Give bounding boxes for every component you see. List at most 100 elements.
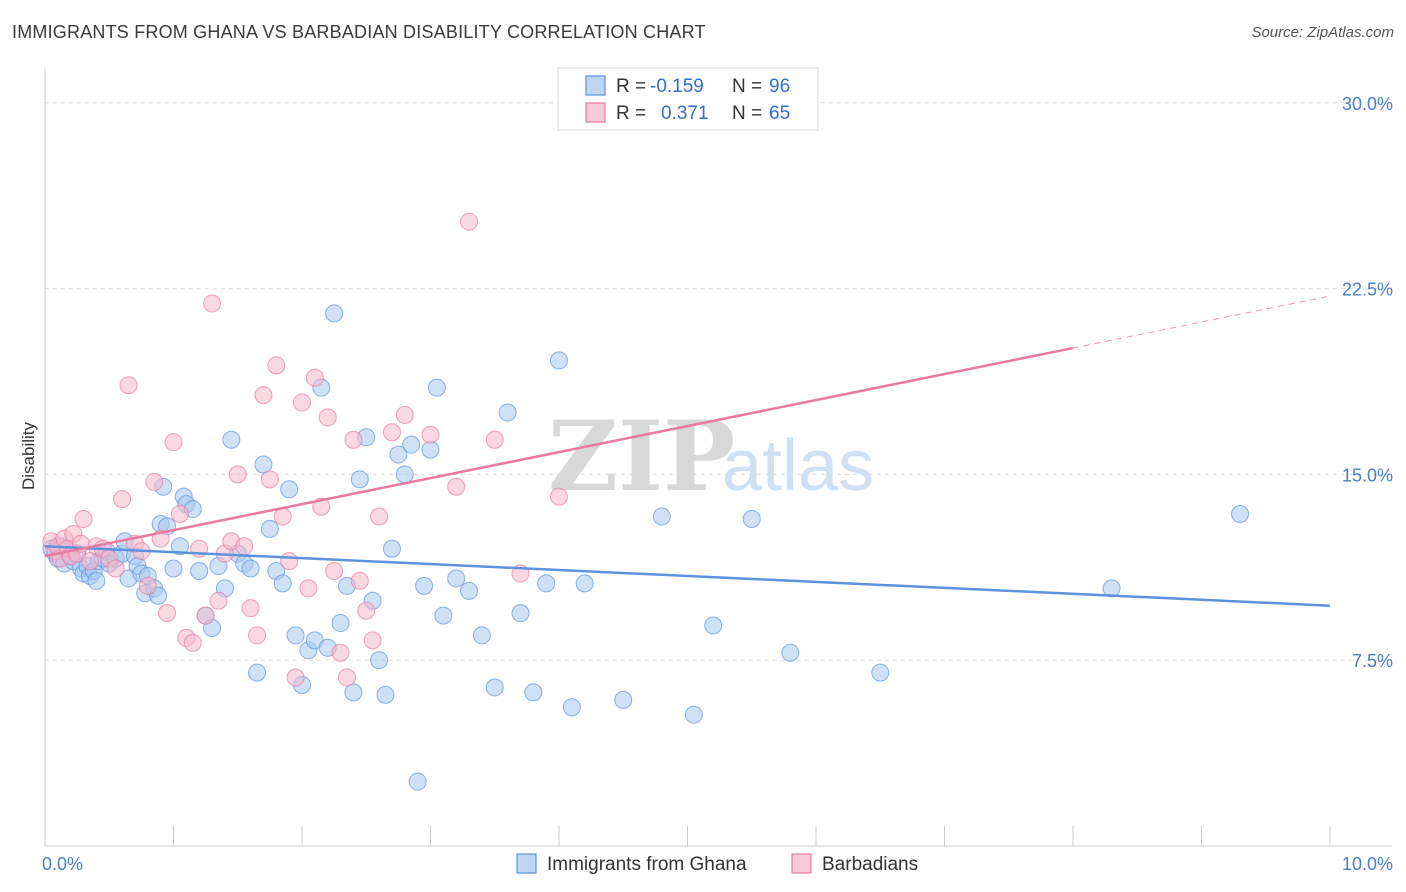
- barbadian-point: [382, 423, 401, 442]
- ghana-point: [704, 616, 723, 635]
- ghana-point: [331, 614, 350, 633]
- barbadian-point: [164, 433, 183, 452]
- ghana-point: [614, 690, 633, 709]
- ghana-point: [472, 626, 491, 645]
- barbadian-point: [370, 507, 389, 526]
- ghana-point: [485, 678, 504, 697]
- barbadian-point: [260, 470, 279, 489]
- ghana-point: [325, 304, 344, 323]
- watermark-zip: ZIP: [548, 400, 735, 513]
- barbadian-point: [158, 604, 177, 623]
- barbadian-point: [145, 472, 164, 491]
- ghana-point: [427, 378, 446, 397]
- barbadian-point: [138, 576, 157, 595]
- legend-r-label-barbadians: R =: [616, 103, 646, 124]
- barbadian-point: [241, 599, 260, 618]
- watermark: ZIP atlas: [548, 400, 874, 513]
- ghana-point: [684, 705, 703, 724]
- ghana-point: [170, 537, 189, 556]
- barbadian-point: [113, 490, 132, 509]
- x-tick-label: 10.0%: [1342, 854, 1393, 874]
- barbadian-point: [395, 405, 414, 424]
- ghana-point: [273, 574, 292, 593]
- y-axis-label: Disability: [19, 421, 38, 490]
- ghana-point: [742, 509, 761, 528]
- ghana-point: [280, 480, 299, 499]
- barbadian-point: [460, 212, 479, 231]
- ghana-point: [1102, 579, 1121, 598]
- barbadian-trend-line: [44, 346, 1074, 558]
- ghana-point: [447, 569, 466, 588]
- ghana-point: [415, 576, 434, 595]
- ghana-point: [524, 683, 543, 702]
- source-credit: Source: ZipAtlas.com: [1251, 24, 1394, 41]
- barbadian-point: [203, 294, 222, 313]
- ghana-point: [575, 574, 594, 593]
- ghana-point: [286, 626, 305, 645]
- ghana-point: [260, 519, 279, 538]
- barbadian-point: [170, 505, 189, 524]
- y-tick-labels: 7.5% 15.0% 22.5% 30.0%: [1342, 94, 1393, 671]
- data-points: [42, 212, 1250, 791]
- bottom-legend-swatch-barbadians: [791, 853, 812, 874]
- ghana-point: [498, 403, 517, 422]
- legend-n-value-ghana: 96: [769, 76, 790, 97]
- x-tick-label: 0.0%: [42, 854, 83, 874]
- barbadian-point: [248, 626, 267, 645]
- barbadian-point: [228, 465, 247, 484]
- barbadian-trend-line-extension: [1072, 295, 1331, 349]
- ghana-trend-line: [44, 544, 1331, 607]
- barbadian-point: [183, 633, 202, 652]
- barbadian-point: [286, 668, 305, 687]
- barbadian-point: [235, 537, 254, 556]
- watermark-atlas: atlas: [722, 426, 874, 506]
- barbadian-point: [254, 386, 273, 405]
- ghana-point: [164, 559, 183, 578]
- barbadian-point: [357, 601, 376, 620]
- legend: R = -0.159 N = 96 R = 0.371 N = 65: [557, 67, 819, 131]
- barbadian-point: [350, 571, 369, 590]
- barbadian-point: [299, 579, 318, 598]
- barbadian-point: [273, 507, 292, 526]
- barbadian-point: [325, 562, 344, 581]
- barbadian-point: [331, 643, 350, 662]
- ghana-point: [1231, 505, 1250, 524]
- ghana-point: [781, 643, 800, 662]
- ghana-point: [248, 663, 267, 682]
- y-tick-label: 7.5%: [1352, 651, 1393, 671]
- ghana-point: [511, 604, 530, 623]
- ghana-point: [190, 562, 209, 581]
- barbadian-point: [363, 631, 382, 650]
- ghana-point: [871, 663, 890, 682]
- ghana-point: [350, 470, 369, 489]
- bottom-legend: Immigrants from Ghana Barbadians: [516, 853, 918, 875]
- ghana-point: [87, 571, 106, 590]
- legend-n-label-ghana: N =: [732, 76, 762, 97]
- x-tick-labels: 0.0% 10.0%: [42, 854, 1393, 874]
- barbadian-point: [550, 487, 568, 506]
- ghana-point: [344, 683, 363, 702]
- barbadian-point: [106, 559, 125, 578]
- barbadian-point: [280, 552, 299, 571]
- trend-lines: [44, 295, 1331, 607]
- y-tick-label: 15.0%: [1342, 465, 1393, 485]
- ghana-point: [562, 698, 581, 717]
- barbadian-point: [293, 393, 311, 412]
- barbadian-point: [318, 408, 337, 427]
- legend-swatch-barbadians: [585, 102, 606, 123]
- barbadian-point: [305, 368, 324, 387]
- bottom-legend-swatch-ghana: [516, 853, 537, 874]
- y-tick-label: 22.5%: [1342, 280, 1393, 300]
- ghana-point: [460, 581, 479, 600]
- ghana-point: [222, 430, 241, 449]
- ghana-point: [389, 445, 408, 464]
- barbadian-point: [74, 509, 93, 528]
- ghana-point: [395, 465, 414, 484]
- ghana-point: [254, 455, 273, 474]
- bottom-legend-label-ghana: Immigrants from Ghana: [547, 854, 747, 875]
- barbadian-point: [267, 356, 286, 375]
- ghana-point: [376, 685, 395, 704]
- legend-n-value-barbadians: 65: [769, 103, 790, 124]
- ghana-point: [434, 606, 453, 625]
